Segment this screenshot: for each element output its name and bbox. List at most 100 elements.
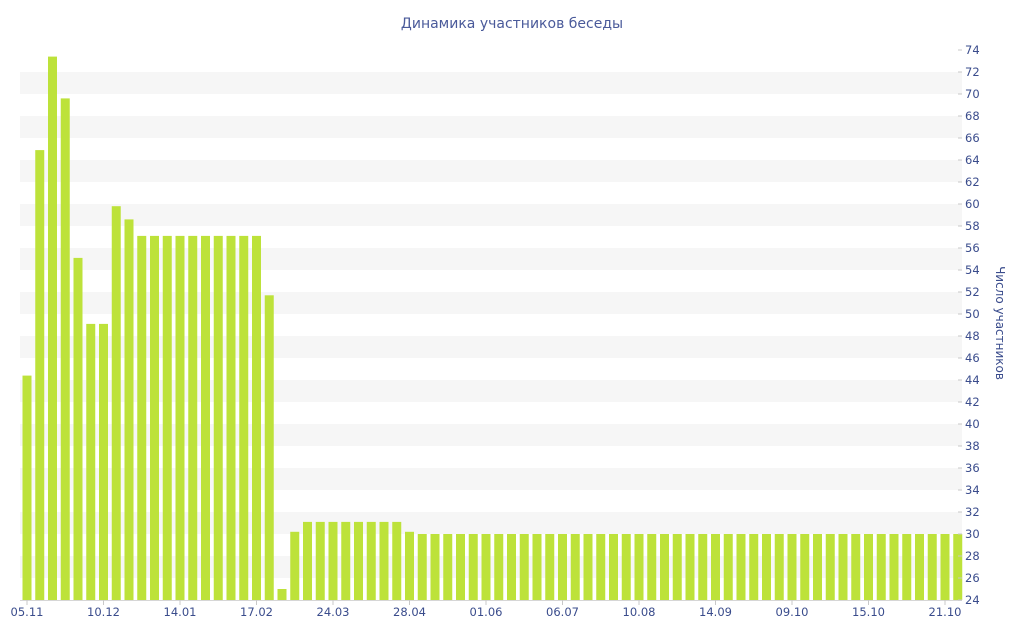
y-tick-label: 42 bbox=[965, 395, 980, 409]
bar[interactable] bbox=[672, 534, 682, 600]
bar[interactable] bbox=[213, 235, 223, 600]
bar[interactable] bbox=[430, 534, 440, 600]
y-tick-label: 70 bbox=[965, 87, 980, 101]
bar[interactable] bbox=[621, 534, 631, 600]
bar[interactable] bbox=[468, 534, 478, 600]
x-tick-label: 14.09 bbox=[699, 605, 732, 619]
bar[interactable] bbox=[609, 534, 618, 600]
bar[interactable] bbox=[175, 235, 185, 600]
bar[interactable] bbox=[519, 534, 529, 600]
bar[interactable] bbox=[481, 534, 491, 600]
bar[interactable] bbox=[86, 323, 96, 600]
x-tick-label: 06.07 bbox=[546, 605, 579, 619]
x-tick-label: 10.12 bbox=[87, 605, 120, 619]
y-tick-label: 64 bbox=[965, 153, 980, 167]
grid-band bbox=[20, 424, 962, 446]
bar[interactable] bbox=[507, 534, 516, 600]
bar[interactable] bbox=[876, 534, 886, 600]
bar[interactable] bbox=[290, 531, 300, 600]
bar[interactable] bbox=[902, 534, 912, 600]
bar[interactable] bbox=[188, 235, 198, 600]
bar[interactable] bbox=[864, 534, 873, 600]
y-tick-label: 26 bbox=[965, 571, 980, 585]
bar[interactable] bbox=[201, 235, 210, 600]
bar[interactable] bbox=[328, 521, 338, 600]
bar[interactable] bbox=[443, 534, 453, 600]
bar[interactable] bbox=[392, 521, 402, 600]
bar[interactable] bbox=[111, 206, 121, 600]
bar[interactable] bbox=[813, 534, 822, 600]
bar[interactable] bbox=[596, 534, 606, 600]
bar[interactable] bbox=[698, 534, 708, 600]
grid-band bbox=[20, 380, 962, 402]
bar[interactable] bbox=[35, 150, 45, 600]
bar[interactable] bbox=[252, 235, 261, 600]
bar[interactable] bbox=[354, 521, 363, 600]
bar[interactable] bbox=[685, 534, 695, 600]
bar[interactable] bbox=[456, 534, 465, 600]
bar[interactable] bbox=[660, 534, 669, 600]
bar[interactable] bbox=[379, 521, 389, 600]
y-tick-label: 28 bbox=[965, 549, 980, 563]
bar[interactable] bbox=[162, 235, 172, 600]
bar[interactable] bbox=[277, 589, 287, 600]
bar[interactable] bbox=[366, 521, 376, 600]
bar[interactable] bbox=[927, 534, 937, 600]
bar[interactable] bbox=[774, 534, 784, 600]
bar[interactable] bbox=[762, 534, 771, 600]
y-tick-label: 24 bbox=[965, 593, 980, 607]
bar[interactable] bbox=[99, 323, 108, 600]
y-tick-label: 30 bbox=[965, 527, 980, 541]
bar[interactable] bbox=[787, 534, 797, 600]
bar[interactable] bbox=[749, 534, 759, 600]
x-tick-label: 01.06 bbox=[470, 605, 503, 619]
bar[interactable] bbox=[647, 534, 657, 600]
bar[interactable] bbox=[532, 534, 542, 600]
bar[interactable] bbox=[264, 295, 274, 600]
grid-band bbox=[20, 160, 962, 182]
bar[interactable] bbox=[583, 534, 593, 600]
bar[interactable] bbox=[736, 534, 746, 600]
bar[interactable] bbox=[545, 534, 555, 600]
bar[interactable] bbox=[889, 534, 899, 600]
bar[interactable] bbox=[22, 375, 32, 600]
bar[interactable] bbox=[303, 521, 312, 600]
chart-title: Динамика участников беседы bbox=[401, 16, 623, 32]
bar[interactable] bbox=[124, 219, 134, 600]
x-tick-label: 17.02 bbox=[240, 605, 273, 619]
bar[interactable] bbox=[838, 534, 848, 600]
bar[interactable] bbox=[494, 534, 504, 600]
bar[interactable] bbox=[723, 534, 733, 600]
bar[interactable] bbox=[73, 257, 83, 600]
bar[interactable] bbox=[915, 534, 924, 600]
grid-band bbox=[20, 248, 962, 270]
x-tick-label: 09.10 bbox=[776, 605, 809, 619]
bar[interactable] bbox=[315, 521, 325, 600]
bar[interactable] bbox=[341, 521, 351, 600]
bar[interactable] bbox=[851, 534, 861, 600]
bar[interactable] bbox=[953, 534, 963, 600]
bar[interactable] bbox=[570, 534, 580, 600]
bar[interactable] bbox=[825, 534, 835, 600]
grid-band bbox=[20, 204, 962, 226]
grid-band bbox=[20, 72, 962, 94]
bar[interactable] bbox=[940, 534, 950, 600]
y-tick-label: 66 bbox=[965, 131, 980, 145]
bar[interactable] bbox=[634, 534, 644, 600]
y-axis-ticks: 24 26 28 30 32 34 36 38 40 42 44 46 48 50 52 54 56 58 60 62… bbox=[958, 43, 980, 607]
y-tick-label: 34 bbox=[965, 483, 980, 497]
bar[interactable] bbox=[226, 235, 236, 600]
bar[interactable] bbox=[405, 531, 414, 600]
bar[interactable] bbox=[239, 235, 249, 600]
bar[interactable] bbox=[150, 235, 159, 600]
bar[interactable] bbox=[60, 98, 70, 601]
bar[interactable] bbox=[48, 56, 57, 601]
y-axis-label: Число участников bbox=[993, 266, 1007, 380]
bar[interactable] bbox=[800, 534, 810, 600]
bar[interactable] bbox=[137, 235, 147, 600]
bar[interactable] bbox=[558, 534, 567, 600]
bar[interactable] bbox=[711, 534, 720, 600]
bar[interactable] bbox=[417, 534, 427, 600]
y-tick-label: 54 bbox=[965, 263, 980, 277]
